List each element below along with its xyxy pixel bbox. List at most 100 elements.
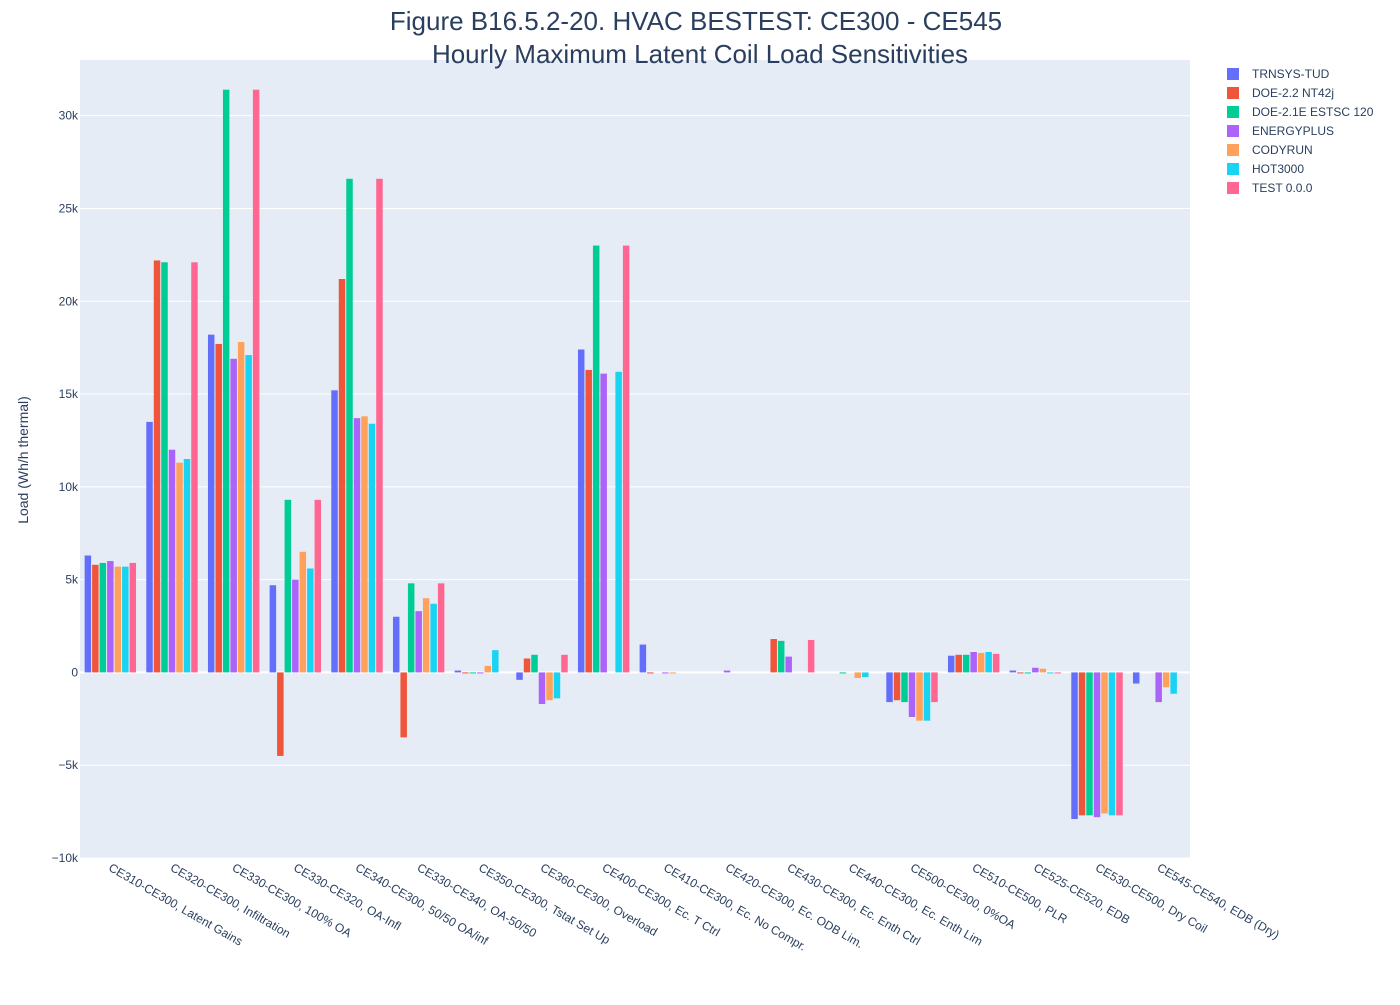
bar [422,598,430,673]
bar [962,654,970,673]
bar [985,652,992,673]
bar [307,568,314,673]
bar [662,672,669,674]
bar [1108,672,1116,816]
bar [346,178,353,673]
bar [955,654,962,673]
legend: TRNSYS-TUD DOE-2.2 NT42j DOE-2.1E ESTSC 12… [1227,67,1374,195]
legend-item-label[interactable]: ENERGYPLUS [1252,124,1334,138]
x-tick-label: CE530-CE500, Dry Coil [1093,860,1210,935]
bar [168,449,176,673]
bar [862,672,869,678]
bar [477,672,484,674]
bar [492,650,499,673]
bar [600,373,607,673]
y-ticks: −10k −5k 0 5k 10k 15k 20k 25k 30k [52,109,79,865]
bar [161,262,168,673]
bar [92,564,99,673]
bar [207,334,215,673]
legend-item-label[interactable]: HOT3000 [1252,162,1304,176]
bar [314,499,322,673]
bar [361,416,368,673]
bar [561,654,568,673]
bar [245,355,252,673]
bar [1093,672,1101,818]
bar [1032,667,1039,673]
bar [1170,672,1177,694]
bar [839,672,847,674]
bar [269,585,277,673]
bar [785,656,792,673]
bar [970,652,977,673]
bar [931,672,938,703]
bar [415,611,422,673]
chart-title: Figure B16.5.2-20. HVAC BESTEST: CE300 -… [390,6,1002,36]
bar [923,672,931,721]
bar [647,672,654,674]
bar [252,89,260,673]
bar [777,640,785,673]
bar [1009,670,1017,673]
bar [947,655,955,673]
y-tick-label: 5k [65,573,79,587]
chart-subtitle: Hourly Maximum Latent Coil Load Sensitiv… [432,39,968,69]
legend-item-label[interactable]: TRNSYS-TUD [1252,67,1330,81]
bar [353,418,361,673]
bar [215,343,222,673]
bar [723,670,731,673]
bar [901,672,908,703]
bar [592,245,600,673]
bar [622,245,630,673]
bar [585,369,592,673]
bar [284,499,292,673]
y-tick-label: −10k [52,851,79,865]
bar [1047,672,1054,674]
legend-item-label[interactable]: DOE-2.2 NT42j [1252,86,1334,100]
x-tick-label: CE330-CE320, OA-Infl [291,860,403,933]
bar [615,371,622,673]
bar [977,652,985,673]
bar [1101,672,1108,814]
y-axis-title: Load (Wh/h thermal) [15,396,31,524]
bar [407,583,415,673]
bar [531,654,538,673]
bar [84,555,92,673]
legend-swatch [1227,144,1239,156]
bar [146,421,153,673]
bar [153,260,161,673]
legend-swatch [1227,182,1239,194]
y-tick-label: 0 [71,665,78,679]
bar [770,639,777,673]
bar [886,672,893,703]
x-tick-label: CE500-CE300, 0%OA [908,860,1018,931]
bar [222,89,230,673]
bar [639,644,647,673]
legend-item-label[interactable]: CODYRUN [1252,143,1313,157]
bar [331,390,338,673]
bar [1132,672,1140,684]
bar [1162,672,1170,688]
bar [516,672,523,680]
bar [122,566,129,673]
legend-item-label[interactable]: TEST 0.0.0 [1252,181,1313,195]
bar [1155,672,1162,703]
bar [992,653,1000,673]
bar [1054,672,1062,674]
plot-background [80,60,1190,858]
x-tick-label: CE545-CE540, EDB (Dry) [1155,860,1282,941]
y-tick-label: 10k [59,480,79,494]
bar [400,672,407,738]
bar [368,423,376,673]
bar [1017,672,1024,674]
bar [669,672,677,674]
bar [469,672,477,674]
bar [523,658,531,673]
bar [546,672,553,701]
bar [376,178,383,673]
bar [299,551,307,673]
bar [538,672,546,704]
legend-item-label[interactable]: DOE-2.1E ESTSC 120 [1252,105,1374,119]
bar [430,603,437,673]
